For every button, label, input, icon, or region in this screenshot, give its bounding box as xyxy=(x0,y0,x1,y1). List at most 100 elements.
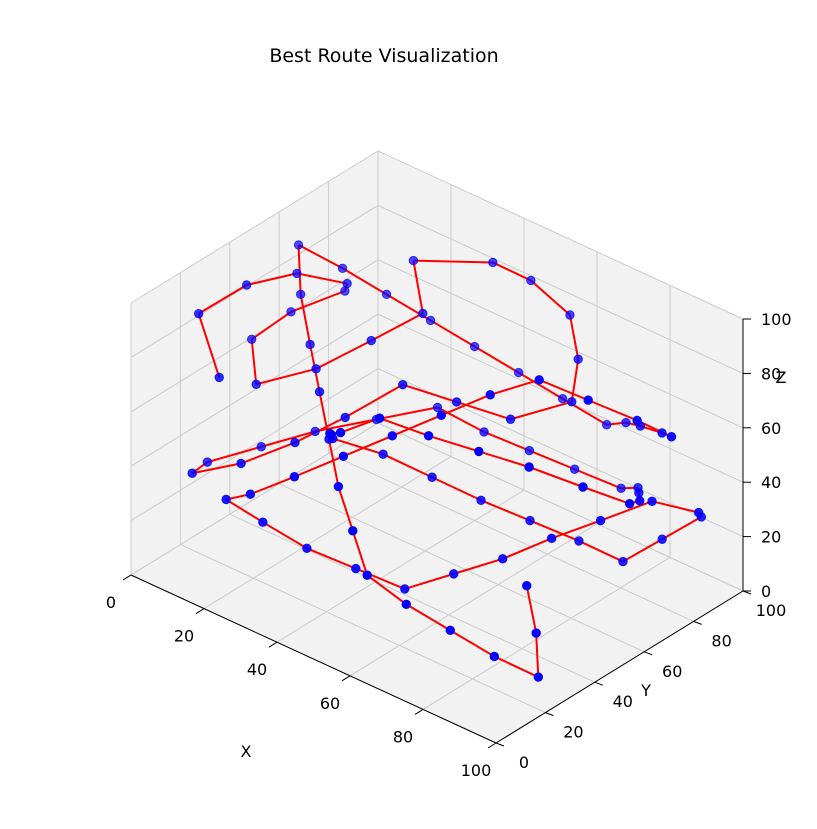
route-segment xyxy=(538,378,589,402)
route-point xyxy=(469,341,480,352)
x-tick-label: 100 xyxy=(461,761,492,780)
route-segment xyxy=(332,437,384,456)
route-segment xyxy=(342,267,388,296)
grid-line xyxy=(180,544,546,714)
route-point xyxy=(290,437,300,448)
z-tick-label: 100 xyxy=(761,310,792,329)
route-segment xyxy=(197,313,221,378)
route-point xyxy=(378,449,388,459)
route-segment xyxy=(413,259,493,264)
y-tick-label: 40 xyxy=(613,692,633,711)
route-segment xyxy=(246,272,298,286)
route-segment xyxy=(370,312,424,342)
route-point xyxy=(310,426,320,437)
route-point xyxy=(533,672,544,682)
route-point xyxy=(337,263,348,273)
route-point xyxy=(634,488,644,498)
route-point xyxy=(524,445,535,456)
z-axis-label: Z xyxy=(776,368,787,387)
route-point xyxy=(425,315,436,326)
route-point xyxy=(381,289,392,300)
route-point xyxy=(340,412,350,423)
y-tick xyxy=(495,742,505,747)
route-point xyxy=(221,494,231,505)
route-point xyxy=(647,496,657,507)
x-tick-label: 40 xyxy=(247,660,267,679)
route-point xyxy=(498,554,508,564)
route-point xyxy=(214,372,224,383)
route-point xyxy=(445,625,455,636)
chart-title: Best Route Visualization xyxy=(269,45,498,67)
route-segment xyxy=(489,378,540,396)
route-point xyxy=(524,462,534,472)
grid-line xyxy=(377,204,744,374)
route-point xyxy=(241,280,252,290)
route-point xyxy=(525,515,535,526)
route-segment xyxy=(376,406,438,421)
route-segment xyxy=(530,279,571,316)
route-segment xyxy=(207,445,262,464)
route-point xyxy=(256,442,266,452)
y-tick xyxy=(545,712,554,717)
axes-lines xyxy=(130,319,744,744)
route-point xyxy=(569,464,580,474)
route-segment xyxy=(440,393,491,417)
x-tick-label: 80 xyxy=(393,727,413,746)
y-tick xyxy=(594,681,603,686)
y-tick xyxy=(644,651,653,656)
y-tick-label: 100 xyxy=(756,601,787,620)
route-segment xyxy=(250,339,258,385)
grid-line xyxy=(130,204,379,358)
x-tick xyxy=(195,608,205,615)
route-point xyxy=(616,483,626,494)
route-segment xyxy=(474,345,520,374)
route-segment xyxy=(492,261,532,282)
route-segment xyxy=(661,516,702,541)
route-segment xyxy=(294,455,344,478)
route-segment xyxy=(568,314,580,360)
route-points xyxy=(187,240,707,682)
grid-line xyxy=(377,150,744,320)
route-point xyxy=(474,446,484,457)
route-point xyxy=(340,286,350,296)
route-point xyxy=(423,431,434,441)
route-point xyxy=(546,533,557,544)
route-point xyxy=(338,451,349,461)
route-point xyxy=(418,308,428,319)
route-segment xyxy=(327,438,340,487)
route-point xyxy=(531,628,541,638)
route-segment xyxy=(260,430,316,448)
route-segment xyxy=(412,260,424,314)
route-segment xyxy=(240,441,296,465)
route-point xyxy=(573,354,583,364)
grid-line xyxy=(328,452,694,622)
route-point xyxy=(324,434,334,444)
grid-line xyxy=(229,513,596,683)
route-segment xyxy=(529,519,580,542)
route-segment xyxy=(255,367,317,386)
route-point xyxy=(295,289,306,300)
route-segment xyxy=(192,462,242,475)
route-segment xyxy=(493,655,539,678)
route-segment xyxy=(337,486,354,532)
route-point xyxy=(374,413,385,423)
floor-pane xyxy=(131,423,743,743)
route-segment xyxy=(437,406,485,433)
route-segment xyxy=(430,319,476,348)
x-axis-line xyxy=(130,574,497,744)
route-point xyxy=(305,339,315,350)
route-point xyxy=(333,481,344,492)
x-tick xyxy=(414,708,424,715)
z-tick-label: 20 xyxy=(761,528,781,547)
route-point xyxy=(292,268,302,279)
route-point xyxy=(526,275,536,286)
grid-line xyxy=(276,489,525,643)
route-point xyxy=(476,495,486,505)
grid-line xyxy=(349,523,598,677)
route-segment xyxy=(622,538,663,563)
grid-line xyxy=(130,313,379,467)
route-point xyxy=(489,651,499,662)
route-segment xyxy=(251,310,292,341)
route-point xyxy=(408,255,419,266)
